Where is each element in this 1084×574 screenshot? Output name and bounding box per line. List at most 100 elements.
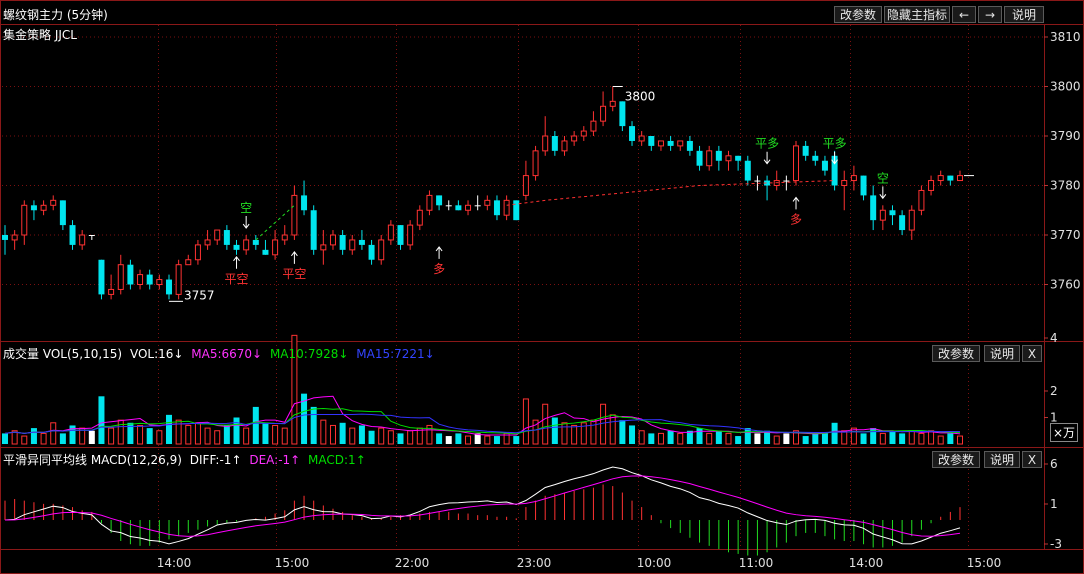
candle-body — [79, 234, 86, 246]
volume-bar — [378, 427, 385, 445]
volume-bar — [725, 432, 732, 445]
candle-body — [223, 230, 230, 245]
volume-bar — [165, 414, 172, 444]
volume-bar — [773, 435, 780, 445]
candle-body — [455, 205, 462, 211]
time-label: 10:00 — [637, 556, 672, 570]
candle-body — [310, 210, 317, 250]
volume-bar — [542, 403, 549, 445]
volume-bar — [957, 435, 963, 445]
macd-close-button[interactable]: X — [1022, 451, 1042, 468]
candle-body — [580, 130, 587, 137]
volume-bar — [619, 420, 626, 444]
candle-body — [937, 175, 944, 182]
volume-bar — [706, 432, 713, 445]
volume-bar — [175, 419, 182, 445]
signal-arrow-down — [242, 216, 250, 229]
volume-bar — [21, 435, 28, 445]
ma5-value: MA5:6670↓ — [191, 347, 263, 361]
candle-body — [706, 150, 713, 167]
volume-bar — [686, 430, 693, 444]
volume-bar — [11, 430, 18, 445]
volume-bar — [735, 436, 742, 444]
candle-body — [272, 239, 279, 256]
volume-bar — [648, 433, 655, 444]
volume-bar — [812, 433, 819, 444]
candle-body — [899, 215, 906, 231]
macd-axis-label: 6 — [1050, 457, 1058, 471]
volume-unit-label: ×万 — [1050, 423, 1079, 442]
candle-body — [185, 259, 192, 266]
candle-body — [522, 175, 529, 196]
volume-help-button[interactable]: 说明 — [984, 345, 1020, 362]
volume-bar — [600, 403, 607, 445]
vol-value: VOL:16↓ — [129, 347, 184, 361]
volume-bar — [281, 427, 288, 445]
candle-body — [137, 274, 144, 286]
prev-arrow-button[interactable]: ← — [952, 6, 976, 23]
hide-indicator-button[interactable]: 隐藏主指标 — [884, 6, 950, 23]
strategy-line-short — [255, 204, 295, 241]
volume-close-button[interactable]: X — [1022, 345, 1042, 362]
macd-params-button[interactable]: 改参数 — [932, 451, 980, 468]
main-params-button[interactable]: 改参数 — [834, 6, 882, 23]
main-help-button[interactable]: 说明 — [1004, 6, 1044, 23]
macd-help-button[interactable]: 说明 — [984, 451, 1020, 468]
volume-bar — [445, 436, 452, 444]
volume-axis-label: 2 — [1050, 384, 1058, 398]
candle-body — [619, 101, 626, 127]
candle-body — [629, 126, 636, 141]
signal-arrow-up — [792, 196, 800, 210]
volume-bar — [657, 432, 664, 445]
candle-body — [465, 204, 472, 211]
candle-body — [175, 264, 182, 295]
candle-body — [947, 175, 954, 181]
candle-body — [349, 239, 356, 251]
candle-body — [551, 136, 558, 151]
volume-bar — [117, 419, 124, 445]
macd-axis-label: 1 — [1050, 497, 1058, 511]
volume-bar — [493, 436, 500, 444]
volume-bar — [715, 430, 722, 444]
candle-body — [735, 155, 742, 161]
candle-body — [879, 209, 886, 221]
next-arrow-button[interactable]: → — [978, 6, 1002, 23]
volume-bar — [301, 393, 308, 444]
candle-body — [696, 150, 703, 166]
signal-arrow-up — [290, 251, 298, 264]
volume-bar — [841, 430, 848, 445]
candle-body — [860, 175, 867, 196]
candle-body — [50, 199, 57, 206]
volume-bar — [889, 430, 896, 444]
candle-body — [368, 244, 375, 260]
candle-body — [301, 195, 308, 211]
volume-bar — [310, 406, 317, 444]
candle-body — [329, 234, 336, 246]
signal-label: 平多 — [823, 137, 847, 151]
volume-axis-label: 1 — [1050, 411, 1058, 425]
candle-body — [397, 225, 404, 245]
time-label: 14:00 — [157, 556, 192, 570]
volume-bar — [899, 433, 906, 444]
candle-body — [812, 155, 819, 161]
volume-params-button[interactable]: 改参数 — [932, 345, 980, 362]
candle-body — [204, 239, 211, 246]
volume-bar — [667, 430, 674, 444]
macd-legend: 平滑异同平均线 MACD(12,26,9) DIFF:-1↑ DEA:-1↑ M… — [3, 451, 370, 468]
volume-bar — [474, 433, 481, 444]
candle-body — [744, 160, 751, 181]
volume-bar — [320, 419, 327, 445]
volume-bar — [937, 435, 944, 445]
volume-bar — [194, 422, 201, 445]
strategy-line-long — [506, 180, 835, 206]
volume-bar — [754, 433, 761, 444]
volume-bar — [349, 427, 356, 445]
signal-label: 多 — [790, 212, 802, 226]
volume-bar — [821, 433, 828, 444]
price-label: 3810 — [1050, 30, 1081, 44]
volume-bar — [831, 422, 838, 444]
volume-bar — [638, 430, 645, 445]
volume-bar — [233, 417, 240, 444]
macd-axis-label: -3 — [1050, 537, 1062, 551]
volume-bar — [2, 433, 8, 444]
